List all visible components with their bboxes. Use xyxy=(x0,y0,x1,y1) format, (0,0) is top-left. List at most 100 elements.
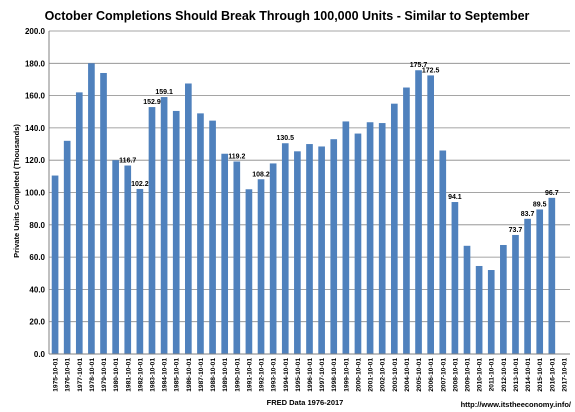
x-tick-label: 2001-10-01 xyxy=(368,358,375,392)
x-tick-label: 1989-10-01 xyxy=(222,358,229,392)
x-tick-label: 2015-10-01 xyxy=(537,358,544,392)
bar xyxy=(451,202,459,354)
data-label: 116.7 xyxy=(119,158,136,165)
bar xyxy=(487,270,495,354)
data-label: 159.1 xyxy=(155,89,173,96)
bar xyxy=(281,143,289,354)
y-tick-label: 180.0 xyxy=(25,59,46,68)
x-tick-label: 1990-10-01 xyxy=(234,358,241,392)
x-tick-label: 2002-10-01 xyxy=(380,358,387,392)
bar xyxy=(233,161,241,354)
bar xyxy=(75,92,83,355)
y-tick-label: 200.0 xyxy=(25,27,46,36)
x-tick-label: 2006-10-01 xyxy=(428,358,435,392)
x-tick-label: 1978-10-01 xyxy=(89,358,96,392)
bar xyxy=(257,179,265,354)
y-tick-label: 100.0 xyxy=(25,189,46,198)
source-note: http://www.itstheeconomy.info/ xyxy=(461,400,572,409)
x-axis-ticks: 1975-10-01 1976-10-01 1977-10-01 1978-10-01… xyxy=(53,358,569,392)
x-tick-label: 1997-10-01 xyxy=(319,358,326,392)
data-label: 83.7 xyxy=(521,211,535,218)
bar xyxy=(185,83,192,355)
x-tick-label: 1981-10-01 xyxy=(125,358,132,392)
x-tick-label: 1994-10-01 xyxy=(283,358,290,392)
data-label: 102.2 xyxy=(131,181,149,188)
bar xyxy=(463,245,471,354)
x-tick-label: 1982-10-01 xyxy=(137,358,144,392)
x-tick-label: 1975-10-01 xyxy=(53,358,60,392)
bar xyxy=(124,165,132,354)
data-label: 119.2 xyxy=(228,153,245,160)
x-tick-label: 1986-10-01 xyxy=(186,358,193,392)
x-tick-label: 1998-10-01 xyxy=(331,358,338,392)
bar xyxy=(306,144,313,354)
y-tick-label: 120.0 xyxy=(25,156,46,165)
x-tick-label: 2004-10-01 xyxy=(404,358,411,392)
y-tick-label: 60.0 xyxy=(29,253,45,262)
bar-series xyxy=(51,63,556,355)
bar xyxy=(294,151,301,354)
x-tick-label: 1983-10-01 xyxy=(149,358,156,392)
x-tick-label: 2016-10-01 xyxy=(549,358,556,392)
y-axis-ticks: 0.0 20.0 40.0 60.0 80.0 100.0 120.0 140.0 160.0 1… xyxy=(25,27,46,359)
bar xyxy=(100,72,107,355)
x-tick-label: 2008-10-01 xyxy=(452,358,459,392)
bar xyxy=(427,75,434,354)
x-tick-label: 2012-10-01 xyxy=(501,358,508,392)
x-tick-label: 1979-10-01 xyxy=(101,358,108,392)
bar xyxy=(269,163,277,354)
x-tick-label: 1993-10-01 xyxy=(271,358,278,392)
x-tick-label: 2010-10-01 xyxy=(477,358,484,392)
y-tick-label: 140.0 xyxy=(25,124,46,133)
x-tick-label: 2007-10-01 xyxy=(440,358,447,392)
x-tick-label: 2009-10-01 xyxy=(465,358,472,392)
x-tick-label: 1999-10-01 xyxy=(343,358,350,392)
bar xyxy=(475,265,483,354)
x-tick-label: 1991-10-01 xyxy=(246,358,253,392)
chart-title: October Completions Should Break Through… xyxy=(45,9,530,23)
bar xyxy=(245,189,253,354)
bar xyxy=(136,188,144,354)
bar xyxy=(330,139,338,354)
y-axis-label: Private Units Completed (Thousands) xyxy=(12,124,21,258)
bar xyxy=(500,244,507,354)
x-tick-label: 2017-10-01 xyxy=(561,358,568,392)
bar xyxy=(221,153,229,354)
bar xyxy=(172,110,180,354)
bar xyxy=(512,234,519,354)
data-label: 108.2 xyxy=(252,171,270,178)
bar xyxy=(548,197,556,354)
data-label: 130.5 xyxy=(277,135,295,142)
x-tick-label: 1988-10-01 xyxy=(210,358,217,392)
x-tick-label: 2011-10-01 xyxy=(489,358,496,392)
bar xyxy=(112,160,119,354)
bar xyxy=(366,122,374,354)
bar xyxy=(439,150,447,354)
bar xyxy=(148,107,156,354)
bar xyxy=(318,146,325,354)
x-tick-label: 2005-10-01 xyxy=(416,358,423,392)
bar xyxy=(160,97,168,354)
data-labels: 116.7 102.2 152.9 159.1 119.2 108.2 130.5 175.7… xyxy=(119,62,559,234)
bar xyxy=(209,120,216,354)
bar xyxy=(63,140,71,354)
x-tick-label: 2003-10-01 xyxy=(392,358,399,392)
x-tick-label: 1977-10-01 xyxy=(77,358,84,392)
bar xyxy=(524,218,531,354)
bar xyxy=(88,63,95,355)
bar xyxy=(51,175,59,354)
data-label: 152.9 xyxy=(143,99,161,106)
bar xyxy=(354,133,362,354)
data-label: 73.7 xyxy=(509,227,523,234)
x-tick-label: 1985-10-01 xyxy=(174,358,181,392)
bar xyxy=(390,103,398,354)
x-axis-label: FRED Data 1976-2017 xyxy=(267,398,344,407)
data-label: 89.5 xyxy=(533,201,547,208)
x-tick-label: 1995-10-01 xyxy=(295,358,302,392)
data-label: 94.1 xyxy=(448,194,462,201)
data-label: 175.7 xyxy=(410,62,428,69)
data-label: 96.7 xyxy=(545,190,559,197)
y-tick-label: 160.0 xyxy=(25,92,46,101)
bar xyxy=(378,123,386,355)
